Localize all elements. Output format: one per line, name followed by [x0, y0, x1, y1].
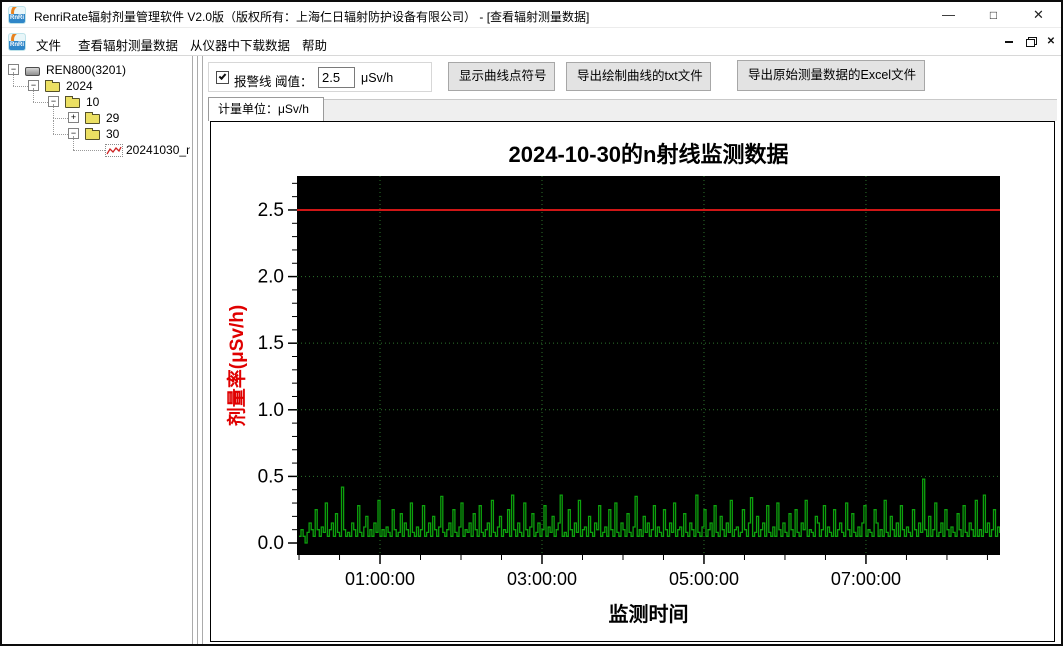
export-excel-button[interactable]: 导出原始测量数据的Excel文件 — [737, 60, 925, 91]
tab-measure-unit[interactable]: 计量单位：μSv/h — [208, 97, 324, 121]
menu-download-from-device[interactable]: 从仪器中下载数据 — [190, 39, 291, 53]
chart-panel: 0.0 0.5 1.0 1.5 2.0 2.5 01:00:00 03:00:00 05:00:… — [210, 121, 1055, 642]
tree-connector — [53, 134, 68, 135]
device-icon — [25, 67, 40, 76]
tree-connector — [53, 120, 54, 134]
tree-connector — [53, 104, 54, 118]
threshold-input[interactable] — [318, 67, 355, 88]
chart-title: 2024-10-30的n射线监测数据 — [509, 142, 789, 167]
mdi-child-icon: RnRi — [8, 33, 26, 51]
tab-strip — [208, 99, 1057, 121]
folder-icon — [85, 112, 100, 124]
alarm-groupbox: 报警线 阈值： μSv/h — [208, 62, 432, 92]
tree-connector — [73, 136, 74, 150]
tree-item-label: 30 — [106, 127, 120, 141]
tree-item-REN800(3201)[interactable]: − REN800(3201) — [2, 62, 188, 78]
tree-item-label: REN800(3201) — [46, 63, 127, 77]
x-tick-label: 07:00:00 — [831, 569, 901, 589]
tree-item-30[interactable]: −30 — [2, 120, 188, 142]
tree-panel: − REN800(3201) −2024−10 +29−30 20241030_n — [2, 56, 190, 644]
mdi-minimize-icon — [1005, 41, 1013, 43]
tree-connector — [13, 72, 14, 86]
tree-connector — [53, 118, 68, 119]
folder-icon — [85, 128, 100, 140]
radiation-chart: 0.0 0.5 1.0 1.5 2.0 2.5 01:00:00 03:00:00 05:00:… — [225, 142, 1000, 626]
x-tick-label: 05:00:00 — [669, 569, 739, 589]
tree-item-2024[interactable]: −2024 — [2, 72, 188, 94]
app-icon: RnRi — [8, 6, 26, 24]
splitter[interactable] — [192, 56, 193, 644]
title-bar: RnRi RenriRate辐射剂量管理软件 V2.0版（版权所有：上海仁日辐射… — [2, 2, 1061, 28]
y-tick-label: 2.5 — [258, 200, 284, 221]
threshold-label: 阈值： — [275, 75, 313, 89]
tree-item-label: 29 — [106, 111, 120, 125]
menu-file[interactable]: 文件 — [36, 39, 62, 53]
window-title: RenriRate辐射剂量管理软件 V2.0版（版权所有：上海仁日辐射防护设备有… — [34, 10, 590, 24]
tree-item-29[interactable]: +29 — [2, 104, 188, 126]
tree-connector — [73, 150, 105, 151]
mdi-minimize-button[interactable] — [1000, 34, 1018, 50]
folder-icon — [65, 96, 80, 108]
minimize-button[interactable]: — — [942, 7, 955, 22]
tree-expander-plus[interactable]: + — [68, 112, 79, 123]
show-curve-points-button[interactable]: 显示曲线点符号 — [448, 62, 555, 91]
tree-item-label: 10 — [86, 95, 100, 109]
alarm-line-label: 报警线 — [234, 75, 272, 89]
x-axis-label: 监测时间 — [609, 603, 689, 626]
dose-rate-series — [299, 478, 1000, 544]
mdi-restore-icon — [1025, 37, 1037, 47]
folder-icon — [45, 80, 60, 92]
tree-item-10[interactable]: −10 — [2, 88, 188, 110]
x-tick-label: 01:00:00 — [345, 569, 415, 589]
y-tick-label: 1.0 — [258, 400, 284, 421]
tree-connector — [33, 102, 48, 103]
export-txt-button[interactable]: 导出绘制曲线的txt文件 — [566, 62, 711, 91]
tree-item-20241030_n[interactable]: 20241030_n — [2, 136, 190, 158]
y-tick-label: 0.0 — [258, 533, 284, 554]
y-axis-label: 剂量率(μSv/h) — [225, 305, 248, 426]
menu-view-measure-data[interactable]: 查看辐射测量数据 — [78, 39, 179, 53]
tree-connector — [13, 86, 28, 87]
plot-area — [297, 176, 1000, 555]
y-tick-label: 0.5 — [258, 466, 284, 487]
menu-bar: RnRi 文件 查看辐射测量数据 从仪器中下载数据 帮助 ✕ — [2, 29, 1061, 56]
alarm-line-checkbox[interactable] — [216, 71, 229, 84]
tree-connector — [33, 88, 34, 102]
y-tick-label: 1.5 — [258, 333, 284, 354]
threshold-unit-label: μSv/h — [361, 71, 394, 85]
x-tick-label: 03:00:00 — [507, 569, 577, 589]
mdi-close-button[interactable]: ✕ — [1046, 36, 1056, 47]
close-button[interactable]: ✕ — [1033, 7, 1044, 22]
tree-item-label: 20241030_n — [126, 143, 190, 157]
y-tick-label: 2.0 — [258, 267, 284, 288]
mdi-restore-button[interactable] — [1021, 34, 1039, 50]
tree-item-label: 2024 — [66, 79, 93, 93]
menu-help[interactable]: 帮助 — [302, 39, 328, 53]
chart-file-icon — [105, 144, 123, 157]
maximize-button[interactable]: □ — [989, 8, 998, 22]
splitter-line — [202, 56, 203, 644]
checkmark-icon — [218, 72, 227, 80]
splitter-line — [197, 56, 198, 644]
